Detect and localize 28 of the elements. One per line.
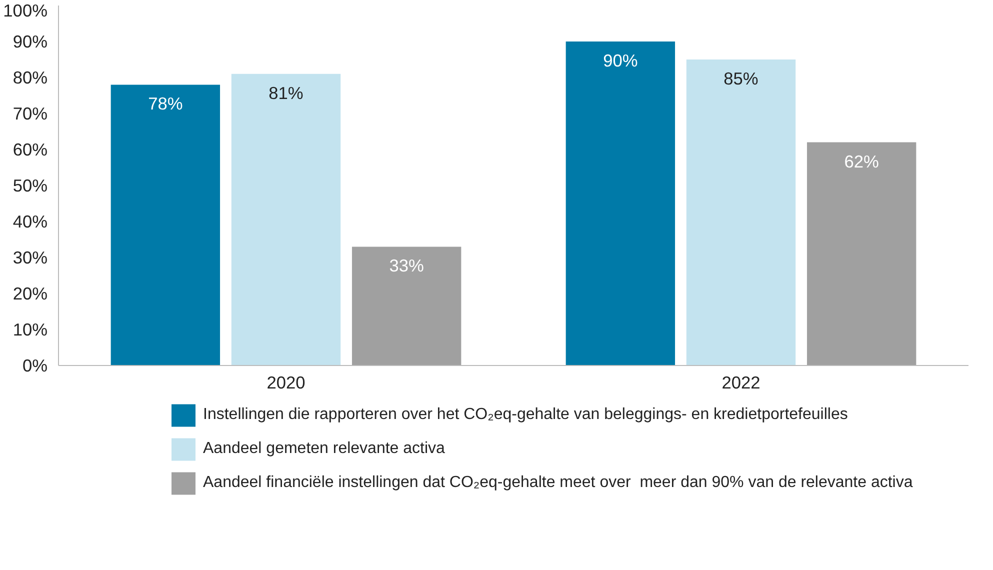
legend-label: Instellingen die rapporteren over het CO₂eq-gehalte van beleggings- en kredietportefeuilles <box>203 406 848 424</box>
y-tick-label: 50% <box>12 176 48 196</box>
data-label: 33% <box>389 256 424 276</box>
y-tick-label: 40% <box>12 212 48 232</box>
data-label: 81% <box>268 82 304 103</box>
bar <box>686 60 796 366</box>
bar <box>566 42 676 366</box>
x-tick-label: 2020 <box>266 372 306 392</box>
y-tick-label: 80% <box>12 68 48 88</box>
data-label: 90% <box>603 50 638 70</box>
y-tick-label: 30% <box>12 248 48 268</box>
legend-label: Aandeel gemeten relevante activa <box>203 440 445 458</box>
data-label: 85% <box>724 68 758 88</box>
y-tick-label: 0% <box>22 356 48 376</box>
bar <box>806 142 916 366</box>
y-tick-label: 20% <box>12 284 48 304</box>
data-label: 78% <box>148 94 183 114</box>
x-tick-label: 2022 <box>722 372 760 392</box>
data-label: 62% <box>844 151 879 172</box>
bar <box>352 246 462 366</box>
legend-label: Aandeel financiële instellingen dat CO₂eq-gehalte meet over meer dan 90% van de relevante activa <box>203 474 913 492</box>
y-tick-label: 100% <box>3 0 48 20</box>
y-tick-label: 90% <box>12 32 48 52</box>
y-tick-label: 10% <box>12 320 48 340</box>
bar <box>110 84 220 366</box>
y-tick-label: 60% <box>12 140 48 160</box>
bar <box>231 74 341 366</box>
y-tick-label: 70% <box>12 104 48 124</box>
